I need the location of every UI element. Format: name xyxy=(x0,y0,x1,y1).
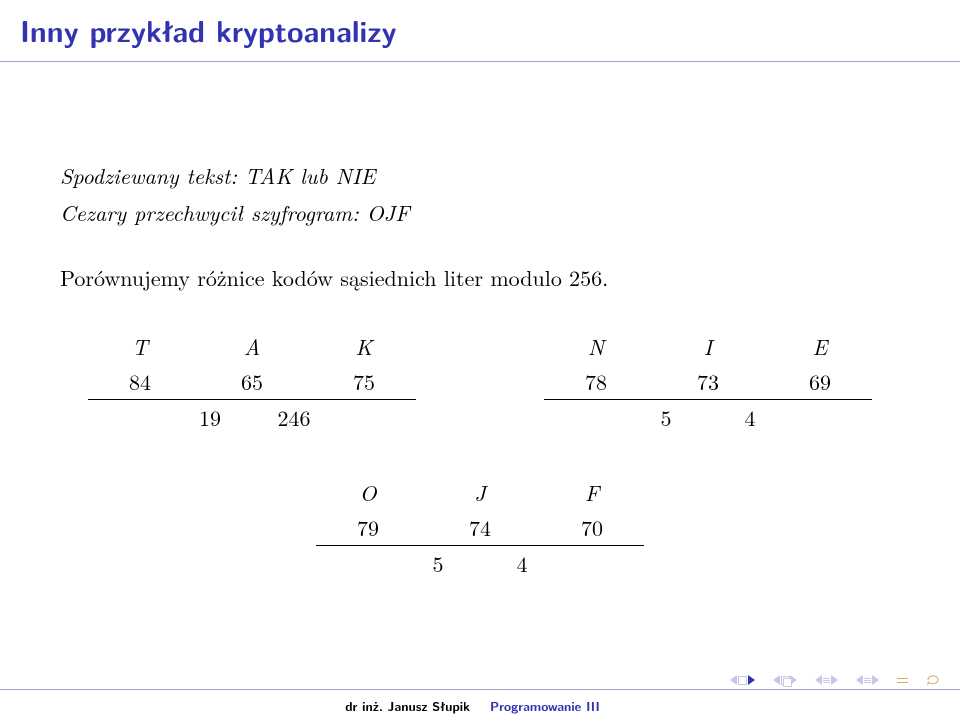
nie-letter: N xyxy=(540,329,652,364)
ojf-code: 70 xyxy=(536,510,648,545)
nav-bar xyxy=(730,674,942,686)
nav-frame[interactable] xyxy=(773,675,797,685)
nie-diff: 4 xyxy=(708,400,792,435)
footer-title: Programowanie III xyxy=(490,696,600,715)
ojf-diff: 5 xyxy=(396,546,480,581)
tak-letter: A xyxy=(196,329,308,364)
tak-diff: 246 xyxy=(252,400,336,435)
tak-code: 84 xyxy=(84,364,196,399)
expected-text-line: Spodziewany tekst: TAK lub NIE xyxy=(60,160,900,191)
prev-frame-icon xyxy=(773,675,780,685)
tak-code: 65 xyxy=(196,364,308,399)
nav-back-icon[interactable] xyxy=(926,674,942,686)
captured-cipher-line: Cezary przechwycił szyfrogram: OJF xyxy=(60,197,900,228)
table-tak: T A K 84 65 75 19 246 xyxy=(84,329,420,435)
tak-letter: T xyxy=(84,329,196,364)
footer: dr inż. Janusz Słupik Programowanie III xyxy=(0,689,960,720)
table-nie: N I E 78 73 69 5 4 xyxy=(540,329,876,435)
nie-letter: I xyxy=(652,329,764,364)
prev-section-icon xyxy=(856,675,863,685)
nav-slide[interactable] xyxy=(730,675,755,685)
next-section-icon xyxy=(872,675,879,685)
slide-icon xyxy=(738,676,747,685)
ojf-code: 74 xyxy=(424,510,536,545)
slide-title: Inny przykład kryptoanalizy xyxy=(20,8,940,51)
next-slide-icon xyxy=(748,675,755,685)
slide-body: Spodziewany tekst: TAK lub NIE Cezary pr… xyxy=(60,160,900,581)
title-bar: Inny przykład kryptoanalizy xyxy=(0,0,960,62)
ojf-letter: J xyxy=(424,475,536,510)
footer-author: dr inż. Janusz Słupik xyxy=(345,696,470,715)
title-rule xyxy=(0,61,960,62)
ojf-code: 79 xyxy=(312,510,424,545)
comparison-line: Porównujemy różnice kodów sąsiednich lit… xyxy=(60,262,900,293)
table-ojf: O J F 79 74 70 5 4 xyxy=(312,475,648,581)
nie-code: 69 xyxy=(764,364,876,399)
nav-subsection[interactable] xyxy=(815,675,838,685)
top-tables-row: T A K 84 65 75 19 246 xyxy=(60,329,900,435)
ojf-diff: 4 xyxy=(480,546,564,581)
bottom-table-row: O J F 79 74 70 5 4 xyxy=(60,475,900,581)
nav-section[interactable] xyxy=(856,675,879,685)
nie-code: 73 xyxy=(652,364,764,399)
next-subsection-icon xyxy=(831,675,838,685)
section-icon xyxy=(864,678,871,683)
tak-letter: K xyxy=(308,329,420,364)
prev-slide-icon xyxy=(730,675,737,685)
nav-appendix-icon[interactable] xyxy=(897,676,908,685)
tak-code: 75 xyxy=(308,364,420,399)
subsection-icon xyxy=(823,678,830,683)
ojf-letter: F xyxy=(536,475,648,510)
prev-subsection-icon xyxy=(815,675,822,685)
nie-letter: E xyxy=(764,329,876,364)
nie-diff: 5 xyxy=(624,400,708,435)
nie-code: 78 xyxy=(540,364,652,399)
ojf-letter: O xyxy=(312,475,424,510)
tak-diff: 19 xyxy=(168,400,252,435)
frame-icon xyxy=(781,676,789,685)
